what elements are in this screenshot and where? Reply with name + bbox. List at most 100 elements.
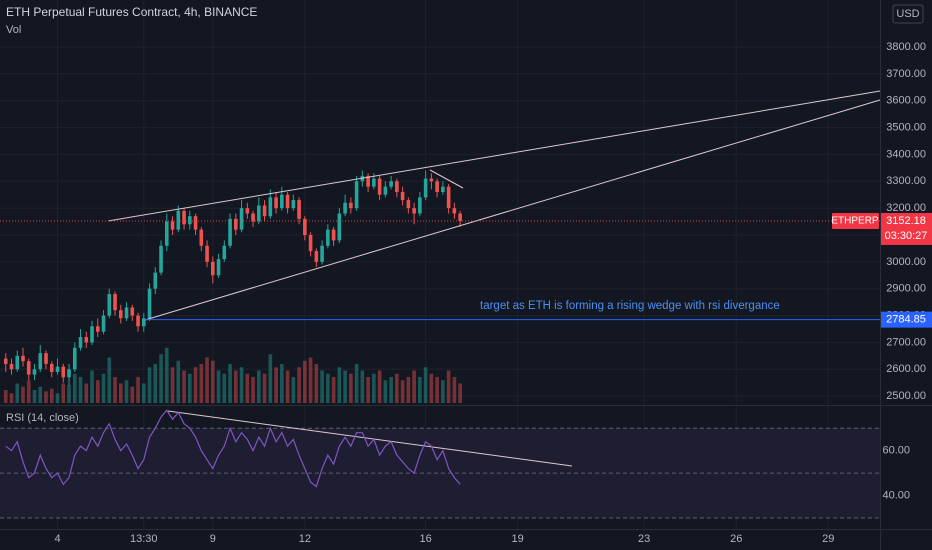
candle-body xyxy=(257,205,261,222)
y-tick-label: 2900.00 xyxy=(886,283,926,295)
volume-bar xyxy=(360,370,365,403)
x-tick-label: 26 xyxy=(730,533,742,545)
candle-body xyxy=(136,315,140,327)
volume-bar xyxy=(182,370,186,403)
candle-body xyxy=(308,234,313,252)
volume-bar xyxy=(130,386,135,403)
wedge-lower xyxy=(144,99,881,321)
rsi-tick-label: 60.00 xyxy=(882,445,910,457)
candle-body xyxy=(170,221,175,230)
candle-body xyxy=(211,261,215,276)
countdown: 03:30:27 xyxy=(885,230,928,242)
candle-body xyxy=(441,186,445,193)
candle-body xyxy=(26,361,31,375)
candle-body xyxy=(320,245,324,262)
volume-bar xyxy=(262,373,267,403)
candle-body xyxy=(314,251,319,262)
x-tick-label: 12 xyxy=(299,533,311,545)
volume-bar xyxy=(78,377,83,403)
candle-body xyxy=(446,186,451,209)
volume-bar xyxy=(395,373,399,403)
candle-body xyxy=(107,294,112,316)
volume-bar xyxy=(326,373,330,403)
volume-bar xyxy=(274,367,278,403)
volume-bar xyxy=(176,360,181,403)
volume-bar xyxy=(67,384,71,403)
volume-bar xyxy=(153,364,158,403)
volume-bar xyxy=(285,370,290,403)
candle-body xyxy=(228,218,232,246)
volume-bar xyxy=(343,370,347,403)
y-tick-label: 3700.00 xyxy=(886,68,926,80)
candle-body xyxy=(406,200,411,209)
candle-body xyxy=(130,307,135,316)
volume-bar xyxy=(280,364,284,403)
volume-bar xyxy=(55,393,60,403)
volume-bar xyxy=(32,390,37,403)
volume-bar xyxy=(44,391,48,403)
volume-bar xyxy=(228,364,232,403)
volume-bar xyxy=(95,380,100,403)
volume-bar xyxy=(222,373,227,403)
candle-body xyxy=(55,366,60,372)
volume-bar xyxy=(389,377,393,403)
volume-bar xyxy=(118,383,123,403)
target-label-box xyxy=(881,311,932,328)
target-label: 2784.85 xyxy=(886,314,926,326)
candle-body xyxy=(337,213,342,241)
y-tick-label: 3200.00 xyxy=(886,202,926,214)
volume-bar xyxy=(412,370,416,403)
chart-title: ETH Perpetual Futures Contract, 4h, BINA… xyxy=(6,5,257,19)
candle-body xyxy=(383,186,388,195)
volume-bar xyxy=(423,367,428,403)
candle-body xyxy=(326,229,330,246)
volume-bar xyxy=(458,383,462,403)
candle-body xyxy=(164,221,169,246)
annotation: target as ETH is forming a rising wedge … xyxy=(480,300,780,312)
volume-bar xyxy=(147,367,152,403)
volume-bar xyxy=(38,386,43,403)
x-tick-label: 23 xyxy=(638,533,650,545)
volume-bar xyxy=(251,377,255,403)
volume-bar xyxy=(61,383,66,403)
currency: USD xyxy=(896,8,919,20)
volume-bar xyxy=(441,380,445,403)
last-price-box xyxy=(881,212,932,245)
volume-bar xyxy=(377,370,382,403)
candle-body xyxy=(303,218,307,235)
candle-body xyxy=(377,178,382,195)
candle-body xyxy=(159,245,163,273)
candle-body xyxy=(395,181,399,193)
volume-bar xyxy=(257,370,261,403)
volume-bar xyxy=(239,367,244,403)
volume-bar xyxy=(297,367,301,403)
candle-body xyxy=(67,369,71,378)
volume-bar xyxy=(170,367,175,403)
rsi-label: RSI (14, close) xyxy=(6,412,79,424)
volume-bar xyxy=(320,370,324,403)
wedge-upper xyxy=(107,90,881,222)
candle-body xyxy=(389,181,393,187)
volume-bar xyxy=(291,377,296,403)
volume-bar xyxy=(303,360,307,403)
volume-bar xyxy=(49,388,54,403)
x-tick-label: 9 xyxy=(210,533,216,545)
candle-body xyxy=(331,229,336,241)
volume-bar xyxy=(199,364,204,403)
candle-body xyxy=(251,213,255,222)
candle-body xyxy=(113,294,117,311)
candle-body xyxy=(38,353,43,370)
candle-body xyxy=(9,363,14,370)
candle-body xyxy=(274,197,278,209)
y-tick-label: 3500.00 xyxy=(886,121,926,133)
volume-bar xyxy=(366,377,370,403)
candle-body xyxy=(349,202,353,209)
candle-body xyxy=(44,353,48,364)
y-tick-label: 3000.00 xyxy=(886,256,926,268)
candle-body xyxy=(239,208,244,230)
candle-body xyxy=(412,208,416,214)
rsi-tick-label: 40.00 xyxy=(882,489,910,501)
currency-box[interactable] xyxy=(892,4,924,24)
